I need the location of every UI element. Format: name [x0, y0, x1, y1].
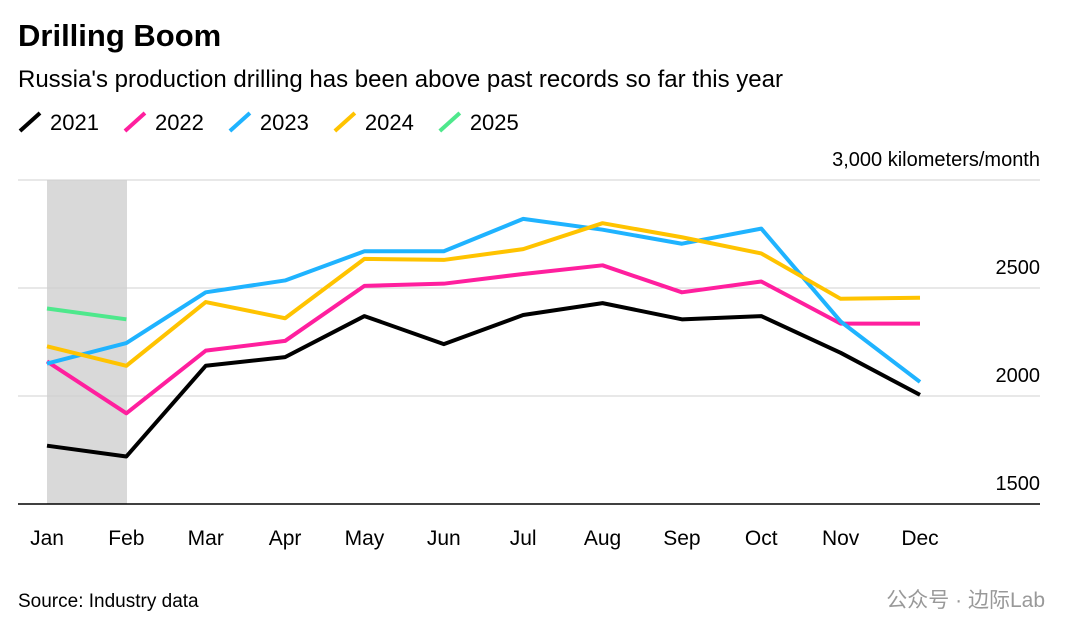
legend-swatch	[438, 111, 462, 133]
x-tick-label: Oct	[745, 527, 778, 550]
x-tick-label: Aug	[584, 527, 621, 550]
x-tick-label: Jun	[427, 527, 461, 550]
legend-swatch	[333, 111, 357, 133]
legend-label: 2025	[470, 110, 519, 135]
x-tick-label: Jul	[510, 527, 537, 550]
series-line	[46, 306, 127, 322]
legend-swatch	[228, 111, 252, 133]
x-tick-label: Jan	[30, 527, 64, 550]
y-tick-label: 3,000 kilometers/month	[832, 149, 1040, 171]
legend-swatch	[123, 111, 147, 133]
x-tick-label: May	[345, 527, 385, 550]
y-tick-label: 2500	[996, 257, 1041, 279]
legend-label: 2022	[155, 110, 204, 135]
legend-swatch	[18, 111, 42, 133]
series-line	[46, 301, 921, 459]
y-tick-label: 1500	[996, 473, 1041, 495]
watermark: 公众号 · 边际Lab	[886, 589, 1045, 612]
series-line	[46, 216, 922, 384]
source: Source: Industry data	[18, 591, 199, 612]
series-line	[45, 263, 920, 416]
legend-label: 2021	[50, 110, 99, 135]
legend-label: 2024	[365, 110, 414, 135]
x-tick-label: Mar	[188, 527, 224, 550]
y-tick-label: 2000	[996, 365, 1041, 387]
chart-subtitle: Russia's production drilling has been ab…	[18, 66, 783, 93]
x-tick-label: Nov	[822, 527, 860, 550]
x-tick-label: Feb	[108, 527, 144, 550]
chart-title: Drilling Boom	[18, 18, 221, 53]
x-tick-label: Apr	[269, 527, 302, 550]
series-line	[46, 221, 921, 368]
legend-label: 2023	[260, 110, 309, 135]
x-tick-label: Sep	[663, 527, 700, 550]
x-tick-label: Dec	[901, 527, 938, 550]
